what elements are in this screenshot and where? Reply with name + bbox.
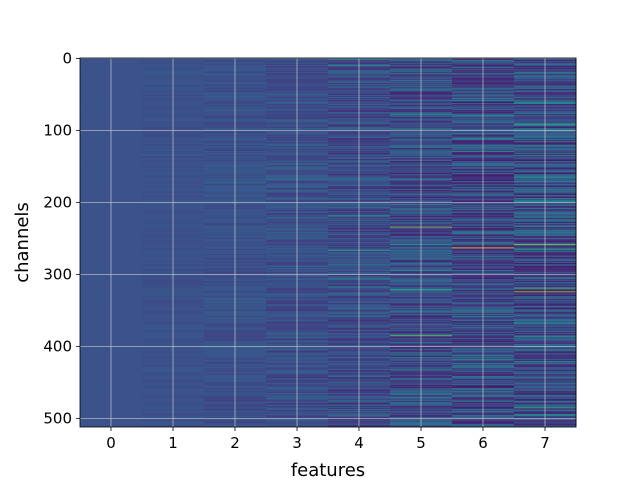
x-tick-label: 7 (540, 434, 550, 452)
heatmap-cells (80, 58, 577, 428)
x-axis-label: features (291, 460, 365, 480)
y-tick-label: 400 (43, 337, 72, 355)
y-tick-label: 200 (43, 193, 72, 211)
x-tick-label: 5 (416, 434, 426, 452)
y-tick-label: 100 (43, 121, 72, 139)
y-tick-label: 0 (62, 49, 72, 67)
x-tick-label: 4 (354, 434, 364, 452)
y-axis-ticks: 0 100 200 300 400 500 (43, 49, 80, 427)
plot-frame (79, 57, 577, 428)
x-tick-label: 0 (106, 434, 116, 452)
x-tick-label: 2 (230, 434, 240, 452)
x-tick-label: 6 (478, 434, 488, 452)
x-axis-ticks: 0 1 2 3 4 5 6 7 (106, 427, 550, 452)
y-axis-label: channels (12, 202, 33, 283)
x-tick-label: 3 (292, 434, 302, 452)
y-tick-label: 300 (43, 265, 72, 283)
y-tick-label: 500 (43, 409, 72, 427)
x-tick-label: 1 (168, 434, 178, 452)
